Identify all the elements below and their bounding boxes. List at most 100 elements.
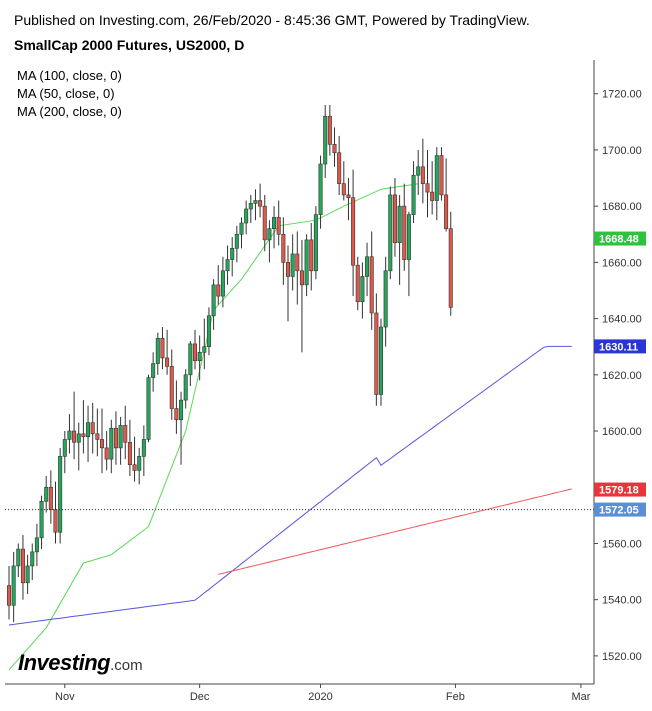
candle [220,256,225,308]
ma200-line [218,488,572,575]
candle [332,127,337,167]
price-tag-label: 1668.48 [599,234,639,246]
candle [95,408,100,457]
candle [411,161,416,224]
candle [285,245,290,322]
candle [109,419,114,474]
candle-body [118,425,123,449]
candle-body [183,374,188,401]
y-tick-label: 1720.00 [602,89,642,101]
candle-body [48,486,53,511]
candle-body [72,430,77,443]
candle-body [113,427,118,449]
y-tick-label: 1620.00 [602,370,642,382]
candle-body [95,433,100,440]
candle [132,436,137,482]
y-tick-label: 1540.00 [602,595,642,607]
candle [151,352,156,392]
candle [48,470,53,524]
candle-body [104,447,109,460]
price-tags: 1668.48 1630.11 1579.18 1572.05 [5,231,646,517]
candle [39,495,44,550]
candle [206,307,211,356]
price-tag-ma100 [594,339,646,354]
candle-body [248,203,253,210]
candle [374,293,379,406]
candle-body [295,253,300,272]
candle-body [397,205,402,244]
candle-body [323,115,328,165]
y-tick-label: 1520.00 [602,651,642,663]
candle [44,476,49,513]
candle-body [327,115,332,145]
candle [365,242,370,297]
candle-body [146,377,151,440]
candle [234,225,239,263]
candle [62,431,67,474]
plot-frame [5,60,595,685]
candle-body [202,346,207,353]
candle-body [281,233,286,263]
x-tick-label: 2020 [308,691,332,703]
candle [392,178,397,257]
candle [211,279,216,330]
candle-body [11,565,16,606]
candle-body [225,259,230,272]
y-tick-label: 1640.00 [602,314,642,326]
candle-body [109,427,114,460]
candle-body [127,441,132,466]
price-tag-last [594,502,646,517]
candle-body [30,551,35,567]
candle [81,400,86,454]
candle [58,447,63,544]
candle-body [402,205,407,260]
candle [188,341,193,387]
candle-body [253,200,258,204]
candle [304,234,309,297]
candle-body [272,217,277,229]
candle-body [53,509,58,533]
candle [146,374,151,443]
candle-body [313,214,318,272]
candle-body [179,399,184,421]
candle [67,414,72,454]
price-tag-label: 1579.18 [599,485,639,497]
x-tick-label: Dec [190,691,210,703]
candle [179,391,184,465]
candle-body [378,326,383,395]
candle-body [220,270,225,297]
candle [290,234,295,291]
candle [425,149,430,218]
candle-body [123,425,128,443]
candle [258,183,263,218]
candle [160,327,165,370]
candle [30,543,35,580]
candle-body [355,264,360,303]
candle-body [25,565,30,584]
candle-body [285,262,290,277]
candle-body [332,144,337,154]
ma100-line [8,345,572,626]
candle [299,239,304,353]
candle-body [76,433,81,443]
candle-body [67,430,72,440]
candle-body [137,456,142,471]
candle [262,194,267,252]
candle [244,200,249,235]
candle-body [20,548,25,584]
candle-body [39,500,44,539]
candle-body [165,357,170,367]
ma50-line [8,183,419,671]
candle-body [244,208,249,224]
candle-body [392,194,397,244]
candle [86,405,91,462]
published-caption: Published on Investing.com, 26/Feb/2020 … [14,12,530,28]
x-tick-label: Feb [446,691,465,703]
candle-body [155,337,160,364]
candle-body [425,183,430,193]
candle [323,104,328,179]
candle [197,335,202,381]
candle-body [374,312,379,395]
candle-body [388,194,393,272]
